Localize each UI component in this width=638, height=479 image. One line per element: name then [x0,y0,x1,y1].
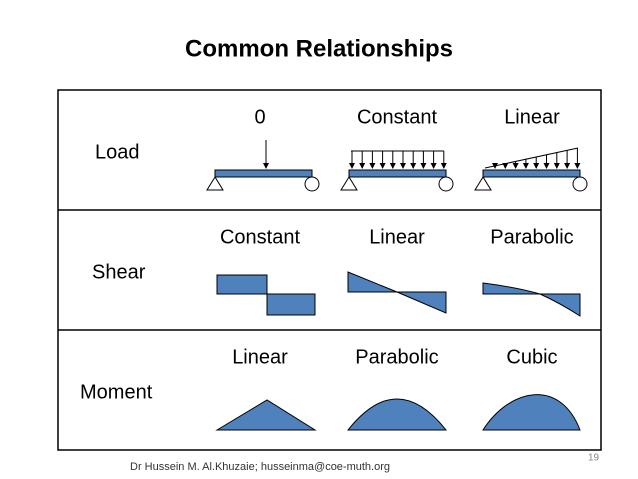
beam-zero-load [206,140,320,192]
slide-title: Common Relationships [185,35,453,62]
cell-label: Constant [357,106,437,128]
cell-label: Cubic [506,346,557,368]
beam-linear-load [474,147,588,192]
cell-label: Linear [504,106,560,128]
shear-constant [216,274,316,316]
row-label: Shear [92,261,146,283]
cell-label: Linear [232,346,288,368]
moment-parabolic [346,398,448,431]
cell-label: Parabolic [355,346,438,368]
row-label: Moment [80,381,153,403]
cell-label: Parabolic [490,226,573,248]
cell-label: 0 [254,106,265,128]
page-number: 19 [588,453,600,464]
beam-constant-load [340,150,454,192]
table-frame [57,89,602,451]
moment-cubic [482,394,581,431]
row-label: Load [95,141,140,163]
shear-linear [347,271,447,314]
footer: Dr Hussein M. Al.Khuzaie; husseinma@coe-… [130,461,390,473]
shear-parabolic [482,282,581,317]
moment-linear [215,399,317,431]
cell-label: Linear [369,226,425,248]
cell-label: Constant [220,226,300,248]
